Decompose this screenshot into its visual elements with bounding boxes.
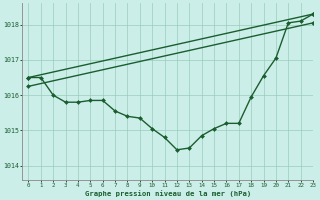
X-axis label: Graphe pression niveau de la mer (hPa): Graphe pression niveau de la mer (hPa) xyxy=(84,190,251,197)
